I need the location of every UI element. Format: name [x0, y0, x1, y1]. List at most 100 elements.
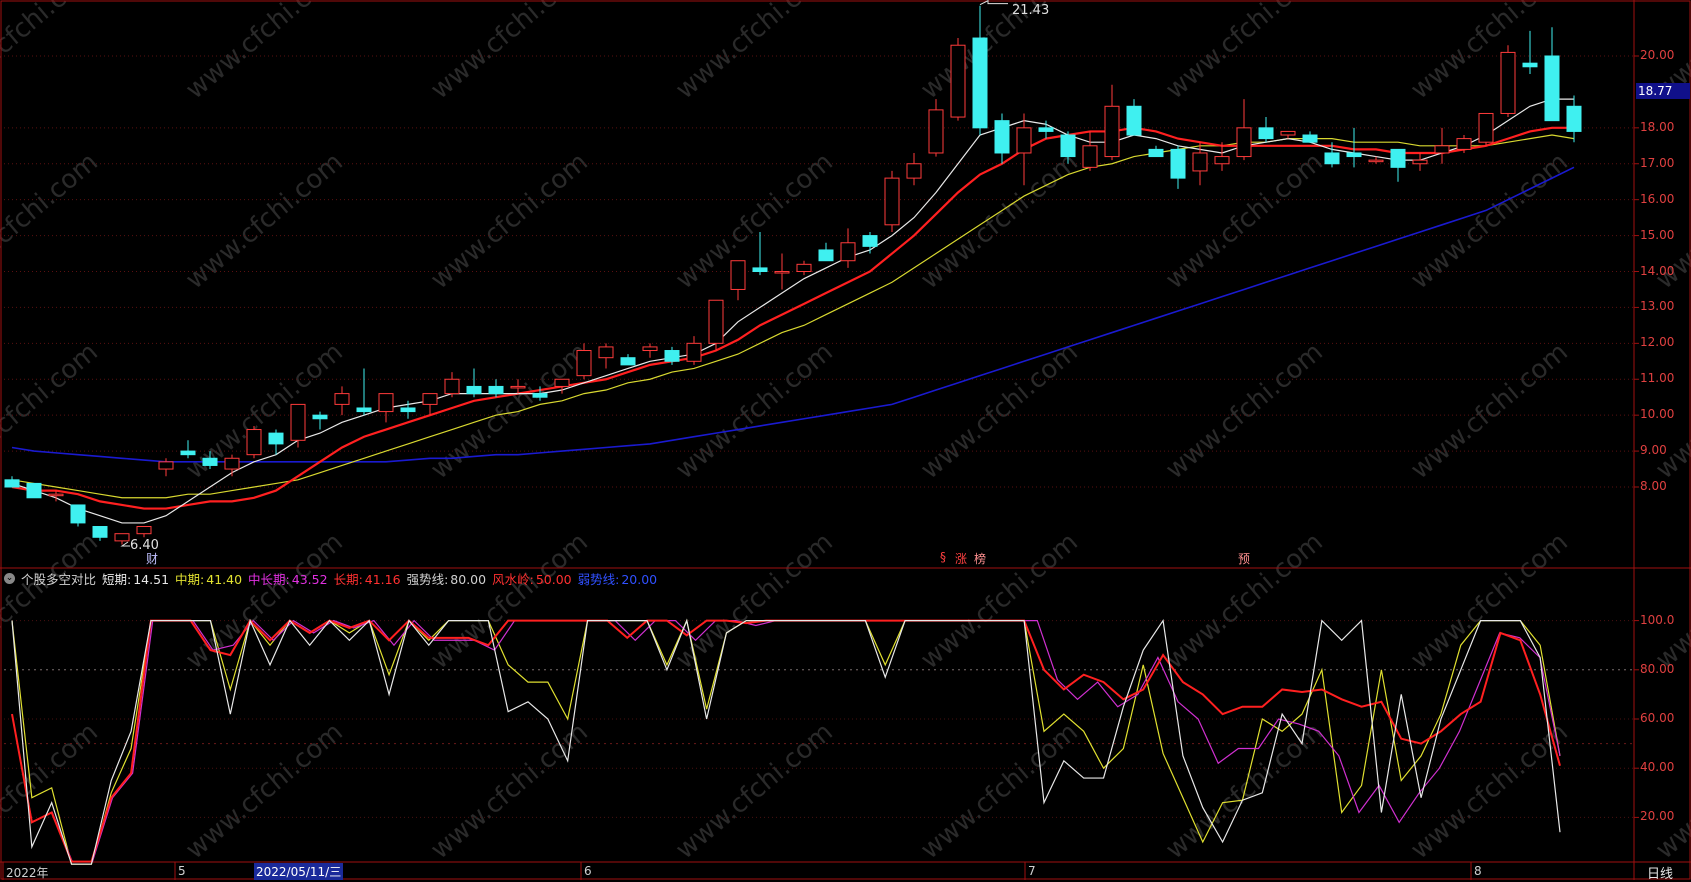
candle-down [4, 479, 20, 488]
annotations [120, 0, 1008, 547]
event-marker[interactable]: § [940, 550, 946, 564]
candle-up [730, 260, 746, 290]
watermark-text: www.cfchi.com [1650, 527, 1691, 675]
candle-up [1280, 130, 1296, 136]
indicator-lines [11, 618, 1561, 865]
candle-down [664, 350, 680, 362]
candle-down [1544, 55, 1560, 122]
price-tick-label: 12.00 [1640, 335, 1675, 350]
watermark-text: www.cfchi.com [425, 717, 594, 865]
watermark-text: www.cfchi.com [1405, 527, 1574, 675]
candle-up [1236, 127, 1252, 158]
candle-up [708, 299, 724, 344]
candle-down [26, 482, 42, 499]
watermark-text: www.cfchi.com [1160, 147, 1329, 295]
indicator-legend[interactable]: ⌄ 个股多空对比 短期: 14.51 中期: 41.40 中长期: 43.52 长期: 41.… [4, 570, 669, 587]
candle-down [356, 407, 372, 413]
watermark-text: www.cfchi.com [670, 717, 839, 865]
candle-down [1390, 148, 1406, 168]
price-tick-label: 8.00 [1640, 479, 1667, 493]
candle-down [268, 432, 284, 445]
watermark-text: www.cfchi.com [915, 337, 1084, 485]
event-marker[interactable]: 榜 [974, 552, 987, 566]
candle-down [1038, 127, 1054, 132]
candle-down [620, 357, 636, 366]
period-button[interactable]: 日线 [1646, 867, 1673, 882]
watermark-text: www.cfchi.com [670, 147, 839, 295]
indicator-tick-label: 60.00 [1640, 711, 1675, 725]
candle-down [818, 249, 834, 262]
candle-down [752, 267, 768, 272]
high-annotation: 21.43 [1012, 3, 1050, 18]
watermark-text: www.cfchi.com [180, 0, 349, 105]
candle-down [400, 407, 416, 413]
candle-up [246, 429, 262, 456]
candle-down [180, 450, 196, 456]
candle-down [202, 457, 218, 466]
candle-up [840, 242, 856, 262]
candle-up [334, 393, 350, 405]
time-axis-label: 8 [1474, 864, 1482, 878]
indicator-item: 强势线: 80.00 [406, 571, 487, 587]
watermark-text: www.cfchi.com [915, 717, 1084, 865]
time-axis-label: 7 [1028, 864, 1036, 878]
candle-up [576, 350, 592, 377]
indicator-grid [4, 620, 1639, 818]
last-price-tag: 18.77 [1636, 83, 1690, 99]
watermark-text: www.cfchi.com [425, 147, 594, 295]
high-arrow [979, 0, 1008, 6]
candlestick-series[interactable] [4, 5, 1582, 545]
indicator-short-line [11, 618, 1561, 865]
candle-up [1478, 112, 1494, 143]
candle-up [422, 393, 438, 405]
candle-down [1566, 105, 1582, 132]
candle-up [1368, 159, 1384, 163]
candle-up [1016, 127, 1032, 154]
candle-down [312, 414, 328, 420]
candle-up [686, 342, 702, 362]
low-annotation: 6.40 [130, 538, 159, 553]
candle-up [1214, 156, 1230, 165]
event-marker[interactable]: 财 [146, 552, 159, 566]
event-marker[interactable]: 预 [1238, 552, 1251, 566]
candle-up [1434, 145, 1450, 154]
price-tick-label: 10.00 [1640, 407, 1675, 422]
candle-down [92, 526, 108, 538]
watermark-text: www.cfchi.com [1160, 337, 1329, 485]
candle-up [444, 378, 460, 395]
price-tick-label: 9.00 [1640, 443, 1667, 458]
candle-up [224, 457, 240, 470]
watermark-text: www.cfchi.com [425, 337, 594, 485]
indicator-item: 中期: 41.40 [175, 571, 243, 587]
cursor-date: 2022/05/11/三 [254, 863, 344, 880]
candle-down [70, 504, 86, 524]
candle-up [378, 393, 394, 413]
candle-up [928, 109, 944, 154]
candle-down [1170, 148, 1186, 179]
indicator-item: 长期: 41.16 [333, 571, 401, 587]
indicator-toggle-icon[interactable]: ⌄ [4, 572, 15, 584]
low-arrow [120, 541, 130, 547]
candle-down [1258, 127, 1274, 140]
event-marker[interactable]: 涨 [955, 552, 968, 566]
indicator-tick-label: 20.00 [1640, 809, 1675, 824]
candle-up [796, 263, 812, 273]
watermark-text: www.cfchi.com [180, 717, 349, 865]
price-tick-label: 14.00 [1640, 263, 1675, 278]
candle-down [532, 393, 548, 398]
price-tick-label: 15.00 [1640, 227, 1675, 242]
candle-down [994, 120, 1010, 154]
candle-up [290, 403, 306, 441]
candle-down [1346, 152, 1362, 158]
candle-up [554, 378, 570, 387]
candle-down [1302, 134, 1318, 143]
candle-down [1126, 105, 1142, 136]
indicator-tick-label: 80.00 [1640, 661, 1675, 676]
watermark-text: www.cfchi.com [915, 147, 1084, 295]
candle-down [862, 235, 878, 247]
candle-up [136, 526, 152, 535]
candle-up [1082, 145, 1098, 168]
candle-down [1148, 148, 1164, 158]
